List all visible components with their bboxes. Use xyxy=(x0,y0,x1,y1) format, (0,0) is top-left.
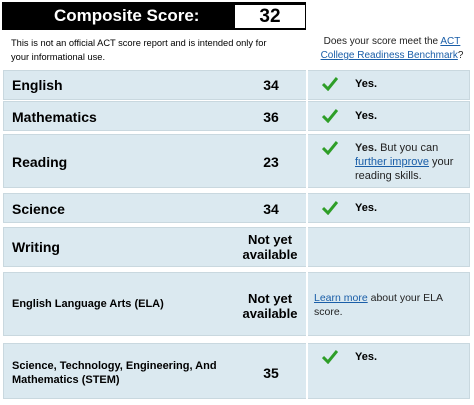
score-row-reading: Reading 23 Yes. But you can further impr… xyxy=(3,134,470,188)
benchmark-message: Yes. But you can further improve your re… xyxy=(355,142,454,182)
subject-score: 34 xyxy=(263,77,279,93)
benchmark-yes: Yes. xyxy=(355,110,378,122)
further-improve-link[interactable]: further improve xyxy=(355,156,429,168)
benchmark-question: Does your score meet the ACT College Rea… xyxy=(320,36,464,61)
benchmark-yes: Yes. xyxy=(355,202,378,214)
score-row-english: English 34 Yes. xyxy=(3,70,470,100)
subject-score: Not yet available xyxy=(242,232,298,262)
subject-label: Science, Technology, Engineering, And Ma… xyxy=(12,360,217,386)
check-icon xyxy=(322,201,338,215)
subject-label: Reading xyxy=(12,154,68,170)
subject-label: Mathematics xyxy=(12,109,97,125)
disclaimer-note: This is not an official ACT score report… xyxy=(11,38,267,62)
subject-score: 36 xyxy=(263,109,279,125)
subject-label: Writing xyxy=(12,239,60,255)
check-icon xyxy=(322,77,338,91)
composite-score-label: Composite Score: xyxy=(54,6,200,25)
subject-score: Not yet available xyxy=(242,291,298,321)
subject-score: 34 xyxy=(263,201,279,217)
learn-more-link[interactable]: Learn more xyxy=(314,292,368,304)
check-icon xyxy=(322,350,338,364)
ela-benchmark-message: Learn more about your ELA score. xyxy=(314,292,443,318)
benchmark-link[interactable]: ACT College Readiness Benchmark xyxy=(320,36,461,61)
benchmark-yes: Yes. xyxy=(355,78,378,90)
check-icon xyxy=(322,141,338,155)
check-icon xyxy=(322,109,338,123)
subject-score: 23 xyxy=(263,154,279,170)
subject-label: Science xyxy=(12,201,65,217)
score-row-writing: Writing Not yet available xyxy=(3,227,470,267)
subject-label: English xyxy=(12,77,63,93)
score-row-science: Science 34 Yes. xyxy=(3,193,470,223)
score-row-stem: Science, Technology, Engineering, And Ma… xyxy=(3,343,470,399)
benchmark-yes: Yes. xyxy=(355,351,378,363)
composite-score-bar: Composite Score: 32 xyxy=(2,2,306,30)
score-row-mathematics: Mathematics 36 Yes. xyxy=(3,101,470,131)
subject-score: 35 xyxy=(263,365,279,381)
score-row-ela: English Language Arts (ELA) Not yet avai… xyxy=(3,272,470,336)
composite-score-value: 32 xyxy=(235,5,305,28)
subject-label: English Language Arts (ELA) xyxy=(12,298,164,310)
